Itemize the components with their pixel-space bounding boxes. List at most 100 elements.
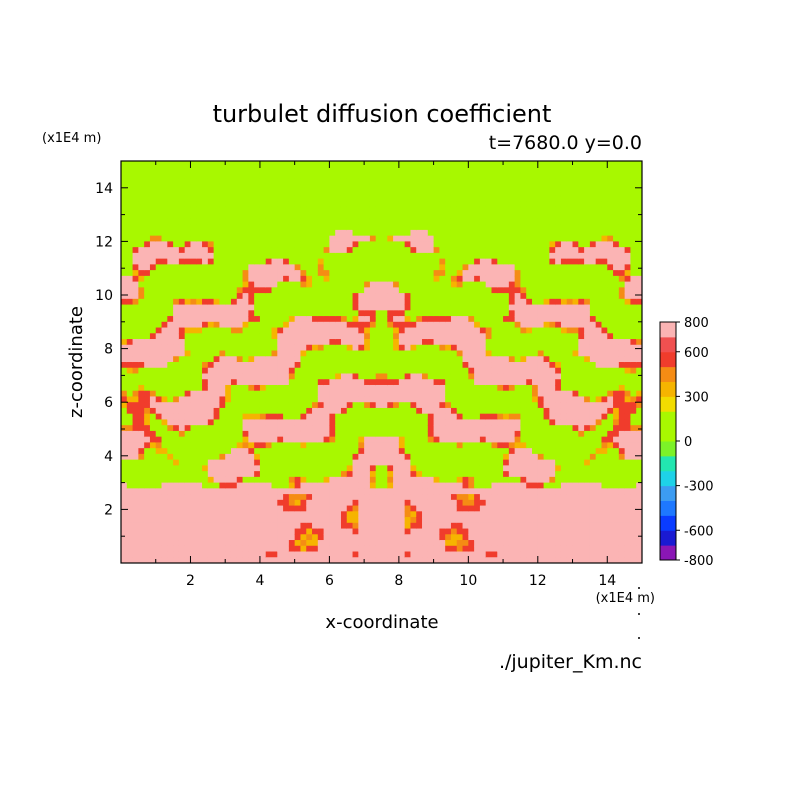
heatmap-cell: [387, 529, 393, 535]
heatmap-cell: [167, 178, 173, 184]
heatmap-cell: [248, 454, 254, 460]
heatmap-cell: [231, 172, 237, 178]
heatmap-cell: [509, 247, 515, 253]
heatmap-cell: [289, 172, 295, 178]
heatmap-cell: [358, 396, 364, 402]
heatmap-cell: [399, 546, 405, 552]
heatmap-cell: [283, 402, 289, 408]
heatmap-cell: [272, 391, 278, 397]
heatmap-cell: [277, 201, 283, 207]
heatmap-cell: [173, 356, 179, 362]
heatmap-cell: [312, 316, 318, 322]
heatmap-cell: [231, 477, 237, 483]
heatmap-cell: [318, 408, 324, 414]
heatmap-cell: [133, 253, 139, 259]
heatmap-cell: [451, 529, 457, 535]
heatmap-cell: [376, 368, 382, 374]
heatmap-cell: [515, 534, 521, 540]
heatmap-cell: [243, 391, 249, 397]
heatmap-cell: [231, 431, 237, 437]
heatmap-cell: [382, 316, 388, 322]
heatmap-cell: [225, 419, 231, 425]
heatmap-cell: [335, 517, 341, 523]
heatmap-cell: [515, 425, 521, 431]
heatmap-cell: [150, 184, 156, 190]
heatmap-cell: [283, 494, 289, 500]
heatmap-cell: [416, 402, 422, 408]
heatmap-cell: [439, 195, 445, 201]
heatmap-cell: [306, 402, 312, 408]
heatmap-cell: [451, 356, 457, 362]
heatmap-cell: [156, 316, 162, 322]
heatmap-cell: [202, 316, 208, 322]
heatmap-cell: [306, 345, 312, 351]
heatmap-cell: [266, 356, 272, 362]
heatmap-cell: [179, 218, 185, 224]
heatmap-cell: [162, 172, 168, 178]
heatmap-cell: [347, 264, 353, 270]
heatmap-cell: [474, 213, 480, 219]
heatmap-cell: [428, 523, 434, 529]
heatmap-cell: [364, 442, 370, 448]
heatmap-cell: [399, 282, 405, 288]
heatmap-cell: [219, 328, 225, 334]
heatmap-cell: [497, 259, 503, 265]
heatmap-cell: [196, 328, 202, 334]
heatmap-cell: [127, 529, 133, 535]
heatmap-cell: [231, 540, 237, 546]
heatmap-cell: [237, 500, 243, 506]
heatmap-cell: [515, 161, 521, 167]
heatmap-cell: [439, 517, 445, 523]
heatmap-cell: [150, 419, 156, 425]
heatmap-cell: [387, 385, 393, 391]
heatmap-cell: [121, 534, 127, 540]
heatmap-cell: [382, 247, 388, 253]
heatmap-cell: [225, 431, 231, 437]
heatmap-cell: [405, 448, 411, 454]
heatmap-cell: [376, 351, 382, 357]
heatmap-cell: [463, 408, 469, 414]
heatmap-cell: [231, 253, 237, 259]
heatmap-cell: [179, 328, 185, 334]
heatmap-cell: [503, 419, 509, 425]
heatmap-cell: [243, 201, 249, 207]
heatmap-cell: [445, 414, 451, 420]
heatmap-cell: [283, 552, 289, 558]
heatmap-cell: [526, 483, 532, 489]
heatmap-cell: [225, 368, 231, 374]
heatmap-cell: [474, 161, 480, 167]
heatmap-cell: [202, 437, 208, 443]
heatmap-cell: [480, 379, 486, 385]
heatmap-cell: [376, 500, 382, 506]
heatmap-cell: [231, 511, 237, 517]
heatmap-cell: [167, 190, 173, 196]
heatmap-cell: [272, 477, 278, 483]
heatmap-cell: [243, 431, 249, 437]
heatmap-cell: [283, 414, 289, 420]
heatmap-cell: [144, 534, 150, 540]
heatmap-cell: [486, 534, 492, 540]
heatmap-cell: [283, 442, 289, 448]
heatmap-cell: [121, 517, 127, 523]
heatmap-cell: [173, 328, 179, 334]
heatmap-cell: [202, 293, 208, 299]
heatmap-cell: [156, 190, 162, 196]
heatmap-cell: [208, 460, 214, 466]
heatmap-cell: [300, 195, 306, 201]
heatmap-cell: [353, 454, 359, 460]
heatmap-cell: [208, 408, 214, 414]
heatmap-cell: [341, 322, 347, 328]
heatmap-cell: [451, 402, 457, 408]
heatmap-cell: [138, 247, 144, 253]
heatmap-cell: [243, 483, 249, 489]
heatmap-cell: [127, 213, 133, 219]
heatmap-cell: [324, 190, 330, 196]
heatmap-cell: [272, 270, 278, 276]
heatmap-cell: [214, 540, 220, 546]
heatmap-cell: [526, 195, 532, 201]
heatmap-cell: [497, 282, 503, 288]
heatmap-cell: [214, 299, 220, 305]
heatmap-cell: [445, 356, 451, 362]
heatmap-cell: [387, 488, 393, 494]
heatmap-cell: [138, 259, 144, 265]
